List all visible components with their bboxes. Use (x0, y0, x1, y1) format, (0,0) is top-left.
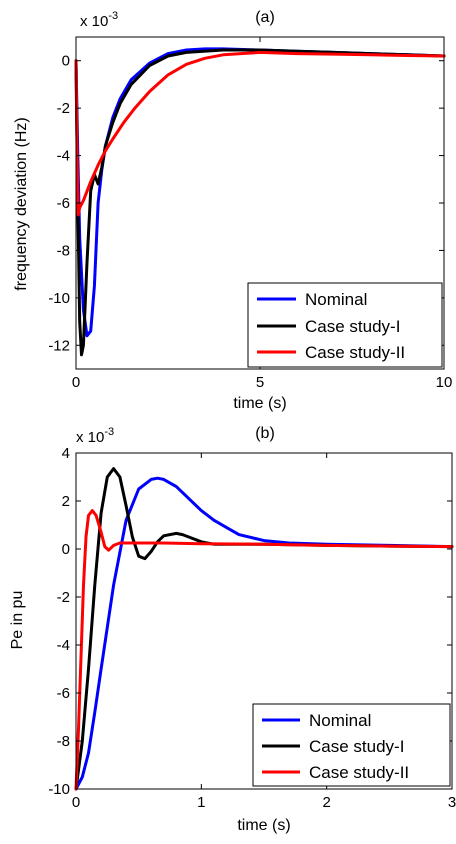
y-tick-label: -4 (57, 637, 70, 654)
chart-title: (b) (255, 425, 275, 442)
y-tick-label: -8 (57, 242, 70, 259)
y-tick-label: 0 (62, 541, 70, 558)
tick-layer: 0 1 2 3 4 2 0 -2 -4 -6 -8 -10 (48, 445, 456, 811)
legend-label-nominal: Nominal (309, 711, 371, 730)
y-multiplier-base: x 10 (80, 13, 108, 30)
x-tick-label: 0 (72, 794, 80, 811)
series-line-case-study-ii (74, 509, 454, 791)
series-line-case-study-i (74, 48, 446, 357)
x-tick-label: 0 (72, 374, 80, 391)
legend: Nominal Case study-I Case study-II (252, 703, 451, 787)
x-axis-label: time (s) (233, 395, 286, 412)
panel-b: (b) x 10-3 0 1 2 3 4 2 0 -2 -4 -6 -8 -10 time (s) P… (9, 425, 456, 834)
chart-title: (a) (255, 9, 275, 26)
plot-frame (75, 452, 453, 790)
legend-label-case-study-ii: Case study-II (309, 763, 409, 782)
y-multiplier: x 10-3 (80, 10, 118, 30)
legend-label-case-study-i: Case study-I (305, 317, 400, 336)
y-tick-label: -2 (57, 589, 70, 606)
x-tick-label: 2 (322, 794, 330, 811)
tick-layer: 0 5 10 0 -2 -4 -6 -8 -10 -12 (48, 37, 452, 391)
legend-label-case-study-ii: Case study-II (305, 343, 405, 362)
y-tick-label: -12 (48, 337, 70, 354)
x-axis-label: time (s) (237, 817, 290, 834)
x-tick-label: 5 (256, 374, 264, 391)
y-tick-label: -10 (48, 781, 70, 798)
legend: Nominal Case study-I Case study-II (247, 282, 443, 368)
x-tick-label: 3 (448, 794, 456, 811)
y-tick-label: 0 (62, 53, 70, 70)
y-tick-label: 4 (62, 445, 70, 462)
y-axis-label: frequency deviation (Hz) (13, 117, 30, 290)
x-tick-label: 10 (436, 374, 453, 391)
series-layer (74, 47, 446, 357)
y-multiplier: x 10-3 (76, 426, 114, 446)
series-line-nominal (74, 476, 454, 791)
panel-a: (a) x 10-3 0 5 100-2-4-6-8-10-12 time (s) … (13, 9, 452, 412)
y-tick-label: -4 (57, 148, 70, 165)
series-line-case-study-ii (74, 50, 446, 217)
y-tick-label: -10 (48, 290, 70, 307)
x-tick-label: 1 (197, 794, 205, 811)
y-tick-label: -6 (57, 195, 70, 212)
y-tick-label: -8 (57, 733, 70, 750)
series-layer (74, 467, 454, 791)
y-tick-label: 2 (62, 493, 70, 510)
y-multiplier-base: x 10 (76, 429, 104, 446)
legend-label-case-study-i: Case study-I (309, 737, 404, 756)
y-multiplier-exponent: -3 (108, 10, 118, 22)
y-axis-label: Pe in pu (9, 591, 26, 650)
y-tick-label: -2 (57, 100, 70, 117)
y-multiplier-exponent: -3 (104, 426, 114, 438)
y-tick-label: -6 (57, 685, 70, 702)
legend-label-nominal: Nominal (305, 290, 367, 309)
